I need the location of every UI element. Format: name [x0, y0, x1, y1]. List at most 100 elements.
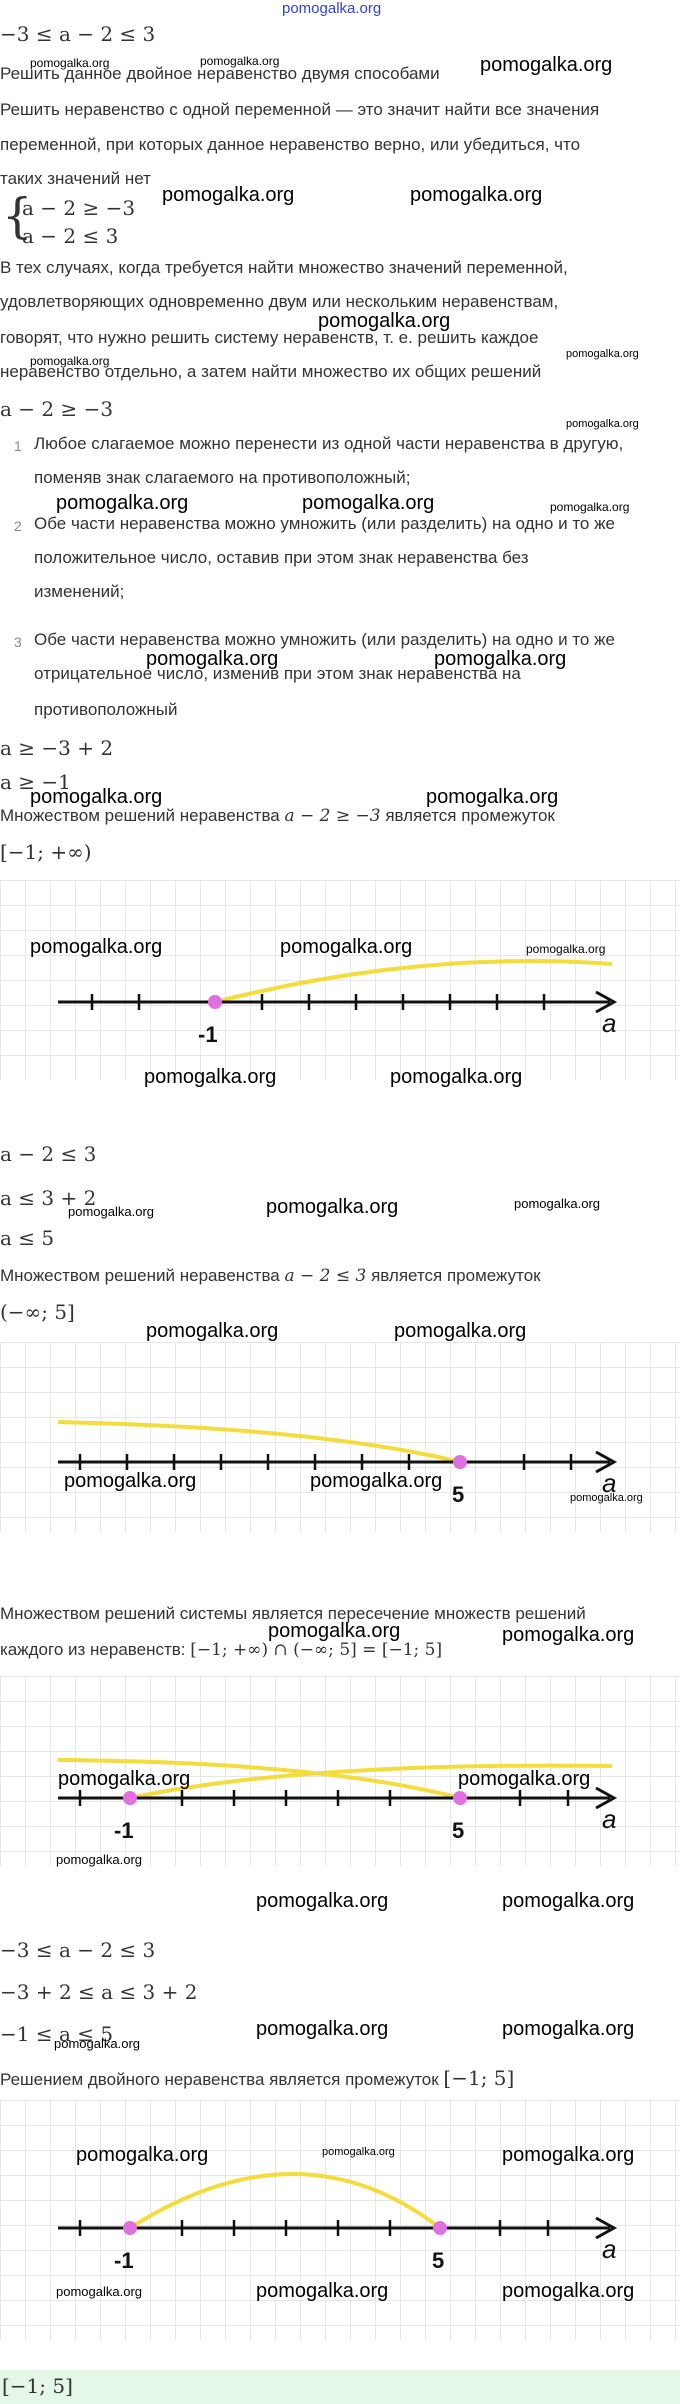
- watermark: pomogalka.org: [266, 1196, 399, 1218]
- intersection-text-1: Множеством решений системы является пере…: [0, 1604, 586, 1623]
- rule-1-line-2: поменяв знак слагаемого на противоположн…: [34, 468, 411, 487]
- axis-arrow: [595, 2216, 618, 2240]
- interval-1: [−1; +∞): [0, 840, 92, 864]
- label-minus-1: -1: [198, 1022, 218, 1047]
- watermark: pomogalka.org: [144, 1066, 277, 1088]
- watermark: pomogalka.org: [434, 648, 567, 670]
- number-line-svg-3: -1 5 a: [57, 1758, 618, 1843]
- watermark: pomogalka.org: [146, 1320, 279, 1342]
- watermark: pomogalka.org: [566, 418, 639, 430]
- watermark: pomogalka.org: [162, 184, 295, 206]
- number-line-svg-1: -1 a: [58, 959, 618, 1047]
- watermark: pomogalka.org: [322, 2146, 395, 2158]
- inequality-5: a ≤ 3 + 2: [0, 1186, 97, 1210]
- number-line-svg-4: -1 5 a: [58, 2172, 618, 2273]
- watermark: pomogalka.org: [426, 786, 559, 808]
- watermark: pomogalka.org: [550, 500, 630, 514]
- solution-set-1-math: a − 2 ≥ −3: [284, 806, 381, 826]
- watermark: pomogalka.org: [502, 1624, 635, 1646]
- label-5: 5: [452, 1818, 464, 1843]
- point-minus-1: [123, 1791, 137, 1805]
- system-line-2: a − 2 ≤ 3: [22, 224, 119, 248]
- solution-set-2-prefix: Множеством решений неравенства: [0, 1266, 285, 1285]
- inequality-6: a ≤ 5: [0, 1226, 55, 1250]
- watermark: pomogalka.org: [30, 354, 110, 368]
- watermark: pomogalka.org: [302, 492, 435, 514]
- solution-set-2-math: a − 2 ≤ 3: [284, 1266, 367, 1286]
- watermark: pomogalka.org: [502, 2018, 635, 2040]
- axis-label-a: a: [602, 1804, 616, 1834]
- axis-ticks: [90, 994, 546, 1010]
- solution-arc: [57, 1420, 461, 1464]
- point-minus-1: [208, 995, 222, 1009]
- rule-2-line-3: изменений;: [34, 582, 125, 601]
- watermark: pomogalka.org: [566, 348, 639, 360]
- inequality-3: a ≥ −1: [0, 770, 71, 794]
- watermark: pomogalka.org: [526, 942, 606, 956]
- watermark: pomogalka.org: [310, 1470, 443, 1492]
- watermark: pomogalka.org: [256, 1890, 389, 1912]
- watermark: pomogalka.org: [502, 2144, 635, 2166]
- system-explanation-4: неравенство отдельно, а затем найти множ…: [0, 362, 542, 381]
- system-explanation-3: говорят, что нужно решить систему нераве…: [0, 328, 539, 347]
- system-explanation-1: В тех случаях, когда требуется найти мно…: [0, 258, 568, 277]
- number-line-graph-1: pomogalka.org pomogalka.org pomogalka.or…: [0, 880, 680, 1088]
- watermark: pomogalka.org: [30, 786, 163, 808]
- intro-text: Решить данное двойное неравенство двумя …: [0, 64, 440, 83]
- definition-line-2: переменной, при которых данное неравенст…: [0, 135, 581, 154]
- system-brace: {: [2, 188, 33, 244]
- double-inequality-step-3: −1 ≤ a ≤ 5: [0, 2022, 114, 2046]
- rule-3-line-2: отрицательное число, изменив при этом зн…: [34, 664, 521, 683]
- rule-2-line-1: Обе части неравенства можно умножить (ил…: [34, 514, 615, 533]
- label-minus-1: -1: [114, 1818, 134, 1843]
- interval-2: (−∞; 5]: [0, 1300, 75, 1324]
- watermark: pomogalka.org: [256, 2280, 389, 2302]
- solution-set-2-suffix: является промежуток: [366, 1266, 541, 1285]
- axis-ticks: [78, 2220, 550, 2236]
- watermark: pomogalka.org: [570, 1492, 643, 1504]
- answer-value: [−1; 5]: [2, 2374, 73, 2398]
- site-watermark-top[interactable]: pomogalka.org: [282, 0, 382, 17]
- watermark: pomogalka.org: [56, 2284, 142, 2299]
- solution-arc-right: [129, 1763, 613, 1800]
- rule-number: 1: [14, 438, 22, 454]
- inequality-2: a ≥ −3 + 2: [0, 736, 114, 760]
- watermark: pomogalka.org: [480, 54, 613, 76]
- watermark: pomogalka.org: [30, 56, 110, 70]
- solution-arc: [214, 959, 613, 1004]
- rule-number: 2: [14, 518, 22, 534]
- final-solution-text: Решением двойного неравенства является п…: [0, 2066, 514, 2090]
- watermark: pomogalka.org: [56, 1852, 142, 1867]
- label-minus-1: -1: [114, 2248, 134, 2273]
- label-5: 5: [452, 1482, 464, 1507]
- watermark: pomogalka.org: [54, 2036, 140, 2051]
- intersection-text-2: каждого из неравенств: [−1; +∞) ∩ (−∞; 5…: [0, 1640, 442, 1660]
- watermark: pomogalka.org: [410, 184, 543, 206]
- point-5: [453, 1791, 467, 1805]
- final-solution-prefix: Решением двойного неравенства является п…: [0, 2070, 444, 2089]
- definition-line-3: таких значений нет: [0, 169, 151, 188]
- rule-number: 3: [14, 634, 22, 650]
- watermark: pomogalka.org: [68, 1204, 154, 1219]
- watermark: pomogalka.org: [58, 1768, 191, 1790]
- watermark: pomogalka.org: [514, 1196, 600, 1211]
- watermark: pomogalka.org: [146, 648, 279, 670]
- rule-3-line-3: противоположный: [34, 700, 178, 719]
- watermark: pomogalka.org: [394, 1320, 527, 1342]
- double-inequality-step-2: −3 + 2 ≤ a ≤ 3 + 2: [0, 1980, 198, 2004]
- solution-set-2-text: Множеством решений неравенства a − 2 ≤ 3…: [0, 1266, 541, 1286]
- axis-ticks: [78, 1454, 573, 1470]
- watermark: pomogalka.org: [390, 1066, 523, 1088]
- rule-2-line-2: положительное число, оставив при этом зн…: [34, 548, 529, 567]
- intersection-math: [−1; +∞) ∩ (−∞; 5] = [−1; 5]: [190, 1640, 443, 1660]
- system-explanation-2: удовлетворяющих одновременно двум или не…: [0, 292, 559, 311]
- final-solution-math: [−1; 5]: [443, 2066, 515, 2090]
- number-line-graph-4: pomogalka.org pomogalka.org pomogalka.or…: [0, 2100, 680, 2340]
- intersection-prefix: каждого из неравенств:: [0, 1640, 191, 1659]
- axis-ticks: [78, 1790, 570, 1806]
- number-line-svg-2: 5 a: [57, 1420, 618, 1507]
- point-5: [433, 2221, 447, 2235]
- axis-arrow: [595, 1786, 618, 1810]
- system-line-1: a − 2 ≥ −3: [22, 196, 136, 220]
- watermark: pomogalka.org: [502, 2280, 635, 2302]
